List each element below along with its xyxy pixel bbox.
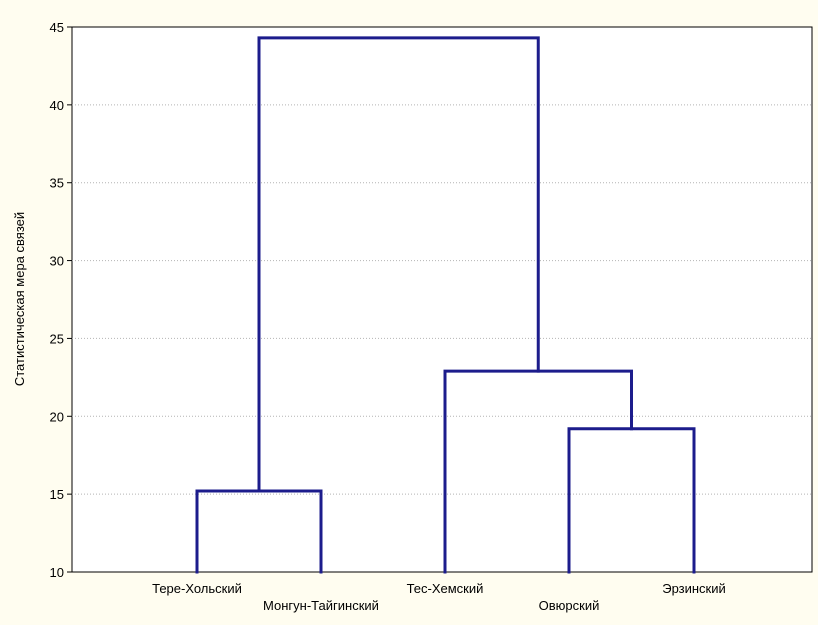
y-tick-label-40: 40 [50, 98, 64, 113]
leaf-labels: Тере-Хольский Монгун-Тайгинский Тес-Хемски… [152, 581, 726, 613]
y-tick-label-30: 30 [50, 254, 64, 269]
y-tick-label-35: 35 [50, 176, 64, 191]
y-axis-ticks: 10 15 20 25 30 35 40 45 [50, 20, 72, 580]
leaf-label-2: Монгун-Тайгинский [263, 598, 379, 613]
leaf-label-3: Тес-Хемский [407, 581, 484, 596]
plot-area [71, 26, 813, 573]
y-tick-label-45: 45 [50, 20, 64, 35]
y-tick-label-25: 25 [50, 331, 64, 346]
y-tick-label-15: 15 [50, 487, 64, 502]
y-tick-label-20: 20 [50, 409, 64, 424]
grid-lines [72, 104, 812, 495]
dendrogram-link-4 [257, 36, 540, 493]
leaf-label-1: Тере-Хольский [152, 581, 242, 596]
dendrogram-links [195, 36, 696, 574]
y-axis-title: Статистическая мера связей [12, 212, 27, 386]
leaf-label-5: Эрзинский [662, 581, 726, 596]
y-tick-label-10: 10 [50, 565, 64, 580]
leaf-label-4: Овюрский [539, 598, 600, 613]
